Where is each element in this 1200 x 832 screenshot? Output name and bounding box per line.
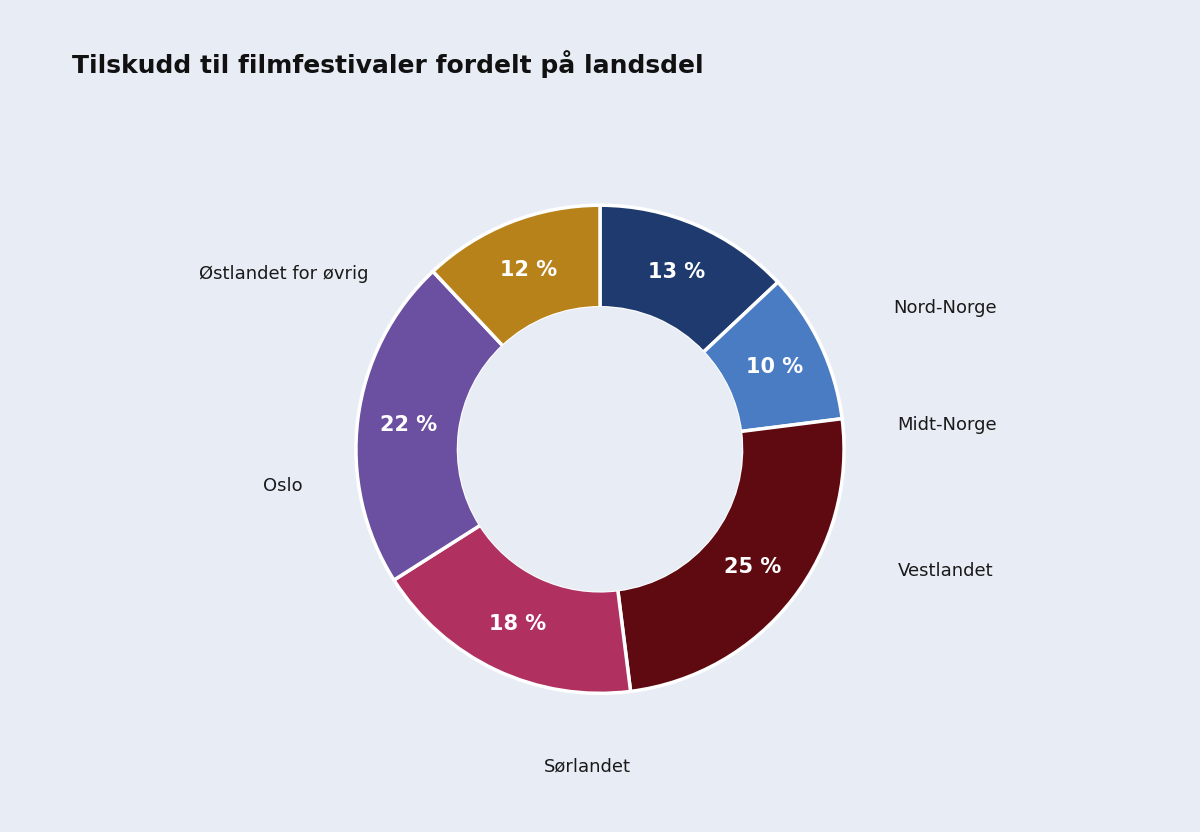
Text: Oslo: Oslo [263,477,302,495]
Wedge shape [703,282,842,432]
Text: Østlandet for øvrig: Østlandet for øvrig [199,265,368,283]
Text: 13 %: 13 % [648,262,706,282]
Text: 22 %: 22 % [380,415,437,435]
Text: 18 %: 18 % [490,614,546,634]
Text: Nord-Norge: Nord-Norge [893,299,996,317]
Wedge shape [433,206,600,346]
Text: Midt-Norge: Midt-Norge [898,416,997,433]
Wedge shape [618,418,844,691]
Text: 12 %: 12 % [500,260,558,280]
Circle shape [458,308,742,591]
Text: Vestlandet: Vestlandet [898,562,994,580]
Wedge shape [356,271,503,580]
Wedge shape [394,525,630,693]
Text: 10 %: 10 % [746,357,803,377]
Text: Tilskudd til filmfestivaler fordelt på landsdel: Tilskudd til filmfestivaler fordelt på l… [72,50,703,78]
Text: Sørlandet: Sørlandet [545,758,631,775]
Wedge shape [600,206,778,353]
Text: 25 %: 25 % [724,557,781,577]
